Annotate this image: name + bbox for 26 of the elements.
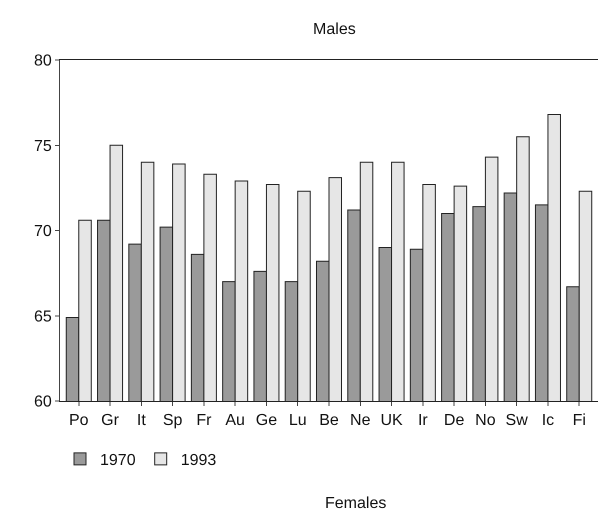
y-tick-label: 60 bbox=[34, 394, 52, 411]
x-tick-label: Au bbox=[225, 412, 245, 430]
y-tick-label: 75 bbox=[34, 138, 52, 155]
x-tick-label: It bbox=[136, 412, 146, 430]
chart-title: Males bbox=[313, 21, 356, 38]
x-tick-label: No bbox=[475, 412, 496, 430]
x-tick-label: Gr bbox=[101, 412, 120, 430]
x-tick-label: De bbox=[444, 412, 464, 430]
x-tick-label: Fi bbox=[572, 412, 586, 430]
x-tick-label: Fr bbox=[196, 412, 212, 430]
x-tick-label: Be bbox=[319, 412, 339, 430]
x-tick-label: Sw bbox=[506, 412, 528, 430]
legend-label: 1970 bbox=[100, 452, 136, 470]
x-tick-label: UK bbox=[380, 412, 403, 430]
text: Females bbox=[325, 495, 386, 511]
y-tick-label: 80 bbox=[34, 52, 52, 70]
x-tick-label: Ne bbox=[350, 412, 371, 430]
x-tick-label: Sp bbox=[162, 412, 182, 430]
x-tick-label: Po bbox=[68, 412, 89, 430]
y-tick-label: 65 bbox=[34, 308, 52, 326]
legend-label: 1993 bbox=[180, 452, 216, 470]
x-tick-label: Lu bbox=[288, 412, 307, 430]
x-tick-label: Ir bbox=[418, 412, 428, 430]
x-tick-label: Ge bbox=[256, 412, 278, 430]
y-tick-label: 70 bbox=[34, 223, 52, 240]
x-tick-label: Ic bbox=[542, 412, 554, 430]
